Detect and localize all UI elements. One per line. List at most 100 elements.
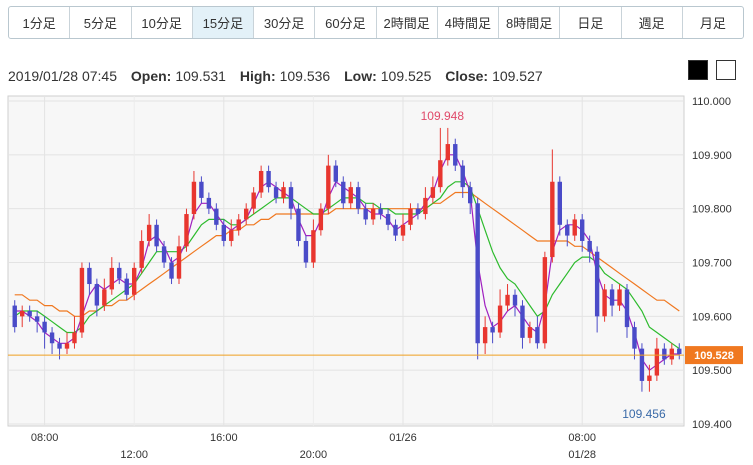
tab-4hour[interactable]: 4時間足 <box>438 7 499 38</box>
candle-body <box>318 208 324 231</box>
chart-overlay: 110.000 109.900 109.800 109.700 109.600 109.5… <box>8 96 743 461</box>
last-price-label: 109.528 <box>694 350 734 362</box>
plot-area <box>7 95 685 427</box>
candle-body <box>27 310 32 317</box>
tab-weekly[interactable]: 週足 <box>622 7 683 38</box>
candle-body <box>557 181 562 225</box>
candle-body <box>505 294 510 306</box>
candle-body <box>244 208 249 220</box>
candle-body <box>296 208 301 241</box>
timeframe-tabs: 1分足 5分足 10分足 15分足 30分足 60分足 2時間足 4時間足 8時… <box>8 6 744 39</box>
high-value: 109.536 <box>279 68 331 84</box>
candle-body <box>117 267 122 279</box>
candle-body <box>445 144 450 161</box>
candle-body <box>542 257 548 344</box>
y-tick-label: 109.800 <box>692 204 732 216</box>
y-tick-label: 109.500 <box>692 365 732 377</box>
candle-body <box>57 343 62 349</box>
tab-daily[interactable]: 日足 <box>560 7 622 38</box>
tab-monthly[interactable]: 月足 <box>699 16 726 31</box>
ma-long-line <box>14 191 680 317</box>
candle-body <box>497 305 503 333</box>
x-tick-label: 08:00 <box>568 432 596 444</box>
candle-body <box>94 284 100 306</box>
open-value: 109.531 <box>175 68 226 84</box>
tab-2hour[interactable]: 2時間足 <box>377 7 438 38</box>
candle-body <box>281 187 286 198</box>
tab-30min[interactable]: 30分足 <box>254 7 316 38</box>
candle-body <box>662 348 667 360</box>
dark-theme-button[interactable] <box>688 60 708 80</box>
candle-body <box>266 170 271 188</box>
y-tick-label: 109.600 <box>692 311 732 323</box>
ohlc-datetime: 2019/01/28 07:45 <box>8 68 117 84</box>
candle-body <box>206 197 212 209</box>
ohlc-readout: 2019/01/28 07:45 Open: 109.531 High: 109.5… <box>8 68 543 84</box>
x-tick-label: 16:00 <box>210 432 238 444</box>
candle-body <box>385 214 391 225</box>
candle-body <box>34 316 40 322</box>
last-price-tag <box>685 346 743 365</box>
candle-body <box>550 181 555 258</box>
candle-body <box>87 267 92 285</box>
candle-body <box>475 203 480 344</box>
low-annotation: 109.456 <box>622 407 666 421</box>
candle-body <box>161 246 167 263</box>
candle-body <box>565 224 570 236</box>
candle-body <box>49 332 55 344</box>
candle-body <box>124 278 129 295</box>
candle-body <box>669 348 674 360</box>
candle-body <box>468 187 473 204</box>
candle-body <box>594 251 600 317</box>
candle-body <box>288 187 294 209</box>
candle-body <box>482 327 488 344</box>
candle-body <box>677 348 682 355</box>
candle-body <box>348 187 353 204</box>
low-value: 109.525 <box>380 68 432 84</box>
candle-body <box>20 310 25 317</box>
x-tick-label: 01/28 <box>568 449 596 461</box>
y-tick-label: 110.000 <box>692 96 731 108</box>
candle-body <box>79 267 85 333</box>
y-tick-label: 109.400 <box>692 419 732 431</box>
candle-body <box>169 262 174 279</box>
high-annotation: 109.948 <box>421 109 465 123</box>
tab-8hour[interactable]: 8時間足 <box>499 7 561 38</box>
candle-body <box>370 208 376 220</box>
candle-body <box>191 181 197 215</box>
open-label: Open: <box>130 68 172 84</box>
candle-body <box>624 289 630 328</box>
candle-body <box>236 219 241 231</box>
candle-body <box>221 224 226 241</box>
y-tick-label: 109.900 <box>692 150 732 162</box>
candle-body <box>356 187 361 209</box>
candle-body <box>572 219 577 236</box>
candle-body <box>199 181 204 198</box>
candle-body <box>430 187 436 198</box>
candle-body <box>400 224 406 236</box>
candle-body <box>311 230 316 263</box>
candle-body <box>146 224 152 241</box>
tab-5min[interactable]: 5分足 <box>70 7 132 38</box>
candle-body <box>176 246 182 279</box>
candle-body <box>251 192 256 209</box>
tab-10min[interactable]: 10分足 <box>132 7 193 38</box>
tab-15min[interactable]: 15分足 <box>192 7 254 38</box>
candle-body <box>647 375 652 381</box>
tab-60min[interactable]: 60分足 <box>315 7 377 38</box>
candle-body <box>490 327 495 333</box>
candle-body <box>154 224 159 247</box>
candle-body <box>363 208 368 220</box>
candle-body <box>520 305 525 338</box>
candle-body <box>453 144 458 166</box>
low-label: Low: <box>344 68 377 84</box>
light-theme-button[interactable] <box>716 60 736 80</box>
candle-body <box>438 160 443 188</box>
candle-body <box>184 214 189 247</box>
candle-body <box>460 165 465 188</box>
candle-body <box>580 219 585 241</box>
candle-body <box>617 289 622 306</box>
candles <box>12 127 682 392</box>
tab-1min[interactable]: 1分足 <box>9 7 71 38</box>
